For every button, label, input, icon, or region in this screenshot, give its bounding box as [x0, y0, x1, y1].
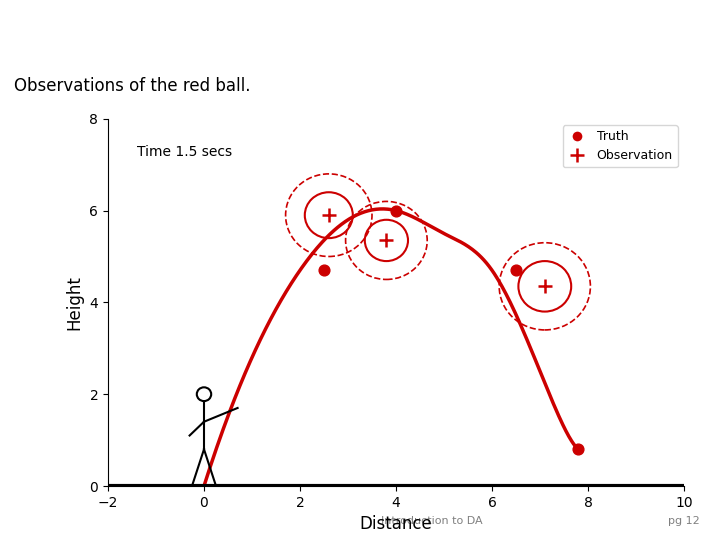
Point	[390, 206, 402, 215]
X-axis label: Distance: Distance	[359, 515, 433, 534]
Point	[510, 266, 522, 274]
Point	[318, 266, 330, 274]
Y-axis label: Height: Height	[66, 275, 84, 330]
Text: Data Assimilation: Building a simple forecast system: Data Assimilation: Building a simple for…	[28, 22, 692, 43]
Text: Introduction to DA: Introduction to DA	[381, 516, 483, 526]
Text: Observations of the red ball.: Observations of the red ball.	[14, 77, 251, 96]
Legend: Truth, Observation: Truth, Observation	[563, 125, 678, 167]
Text: pg 12: pg 12	[668, 516, 700, 526]
Text: Time 1.5 secs: Time 1.5 secs	[137, 145, 232, 159]
Point	[572, 445, 584, 454]
